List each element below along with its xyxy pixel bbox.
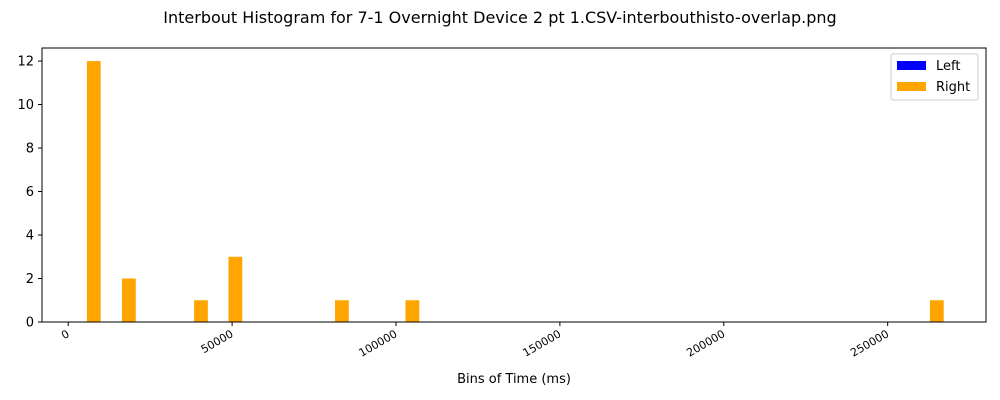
y-tick-label: 10 (17, 98, 34, 113)
bar-right-4 (335, 300, 349, 322)
x-axis-label: Bins of Time (ms) (457, 372, 571, 387)
bar-right-2 (194, 300, 208, 322)
bar-right-1 (121, 278, 136, 322)
plot-frame (41, 47, 987, 323)
y-tick-label: 8 (26, 142, 34, 157)
x-axis: 0 50000 100000 150000 200000 250000 (59, 322, 891, 360)
legend-swatch-right (897, 82, 926, 91)
legend-swatch-left (897, 61, 926, 70)
bar-right-0 (86, 61, 101, 323)
y-tick-label: 0 (26, 316, 34, 331)
y-axis: 0 2 4 6 8 10 12 (17, 55, 42, 331)
x-tick-label: 200000 (684, 327, 727, 359)
bar-right-5 (405, 300, 420, 322)
y-tick-label: 4 (26, 229, 34, 244)
chart-title: Interbout Histogram for 7-1 Overnight De… (163, 8, 836, 27)
x-tick-label: 100000 (357, 327, 400, 359)
x-tick-label: 50000 (199, 327, 236, 356)
plot-area (86, 61, 944, 323)
legend-label-right: Right (936, 80, 970, 95)
bar-right-3 (228, 256, 243, 322)
y-tick-label: 6 (26, 185, 34, 200)
x-tick-label: 150000 (521, 327, 564, 359)
bar-right-6 (929, 300, 944, 322)
legend-label-left: Left (936, 59, 960, 74)
x-tick-label: 0 (59, 327, 72, 342)
y-tick-label: 12 (17, 55, 34, 70)
y-tick-label: 2 (26, 272, 34, 287)
legend: Left Right (890, 53, 979, 101)
x-tick-label: 250000 (848, 327, 891, 359)
